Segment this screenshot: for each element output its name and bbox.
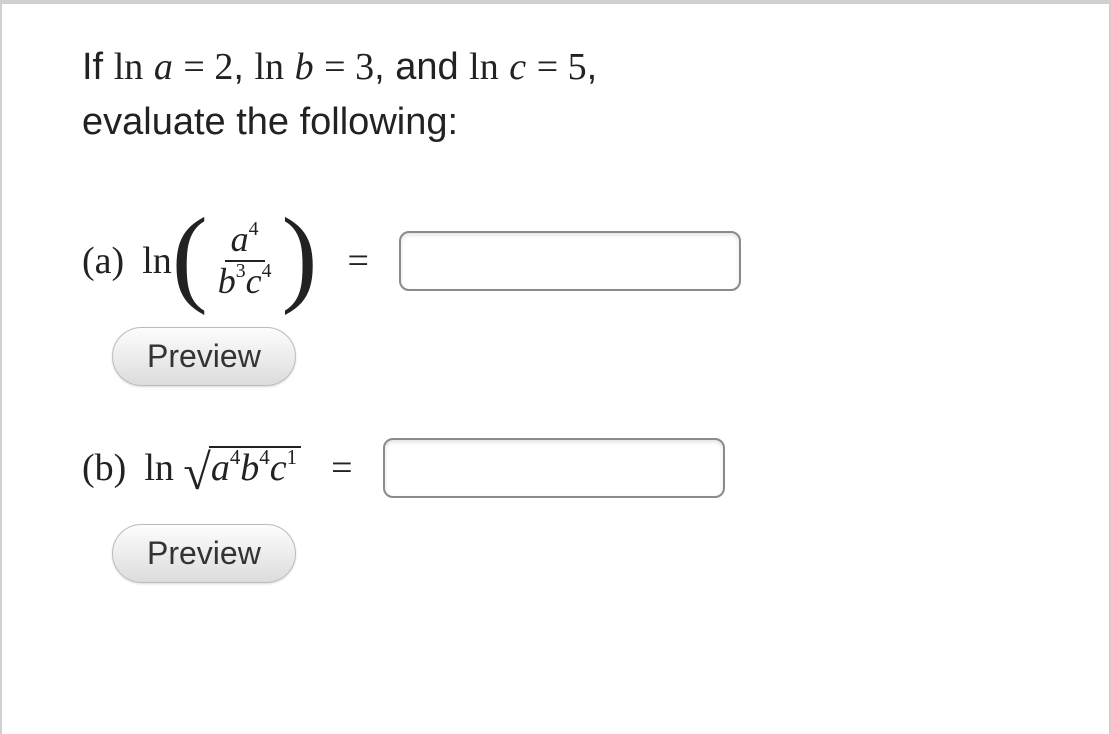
prompt-prefix: If (82, 46, 114, 88)
val-c: 5 (568, 46, 587, 88)
ln-b: ln (144, 446, 174, 490)
fraction-denominator: b3c4 (212, 262, 278, 302)
var-b: b (295, 46, 314, 88)
radical-icon: √ (183, 452, 210, 492)
equals-a: = (347, 239, 368, 283)
num-a: a (231, 219, 249, 259)
num-a-exp: 4 (249, 218, 259, 240)
answer-input-a[interactable] (399, 231, 741, 291)
rad-c-exp: 1 (287, 445, 297, 469)
rad-a: a (211, 447, 230, 489)
fraction: a4 b3c4 (212, 220, 278, 301)
eq-sign-1: = (183, 46, 214, 88)
part-b-label: (b) (82, 446, 126, 490)
and-word: and (395, 46, 469, 88)
part-b-row: (b) ln √ a4b4c1 = (82, 438, 1045, 498)
ln-symbol: ln (114, 46, 144, 88)
rad-b-exp: 4 (259, 445, 269, 469)
sqrt: √ a4b4c1 (183, 446, 301, 490)
question-container: If ln a = 2, ln b = 3, and ln c = 5, eva… (0, 0, 1111, 734)
part-a-expression: ln ( a4 b3c4 ) (142, 220, 317, 301)
den-b-exp: 3 (236, 260, 246, 282)
ln-symbol-3: ln (469, 46, 499, 88)
rad-c: c (270, 447, 287, 489)
eq-sign-2: = (324, 46, 355, 88)
lparen-icon: ( (172, 216, 208, 297)
rad-b: b (240, 447, 259, 489)
var-c: c (509, 46, 526, 88)
val-b: 3 (355, 46, 374, 88)
fraction-numerator: a4 (225, 220, 265, 262)
val-a: 2 (214, 46, 233, 88)
ln-a: ln (142, 239, 172, 283)
prompt-line2: evaluate the following: (82, 101, 458, 143)
den-b: b (218, 261, 236, 301)
rad-a-exp: 4 (230, 445, 240, 469)
radicand: a4b4c1 (209, 446, 301, 490)
answer-input-b[interactable] (383, 438, 725, 498)
part-a-row: (a) ln ( a4 b3c4 ) = (82, 220, 1045, 301)
den-c-exp: 4 (262, 260, 272, 282)
var-a: a (154, 46, 173, 88)
sep-1: , (233, 46, 254, 88)
ln-symbol-2: ln (254, 46, 284, 88)
sep-2: , (374, 46, 395, 88)
part-b-expression: ln √ a4b4c1 (144, 446, 301, 490)
equals-b: = (331, 446, 352, 490)
rparen-icon: ) (281, 216, 317, 297)
eq-sign-3: = (537, 46, 568, 88)
preview-button-b[interactable]: Preview (112, 524, 296, 583)
preview-button-a[interactable]: Preview (112, 327, 296, 386)
den-c: c (246, 261, 262, 301)
question-prompt: If ln a = 2, ln b = 3, and ln c = 5, eva… (82, 40, 1045, 150)
part-a-label: (a) (82, 239, 124, 283)
trailing-comma: , (587, 46, 598, 88)
